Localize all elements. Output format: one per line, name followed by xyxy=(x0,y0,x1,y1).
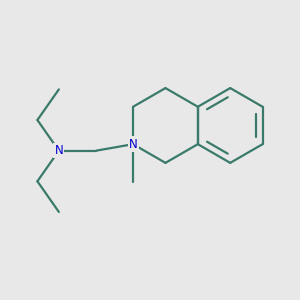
Text: N: N xyxy=(129,138,137,151)
Text: N: N xyxy=(55,144,63,157)
